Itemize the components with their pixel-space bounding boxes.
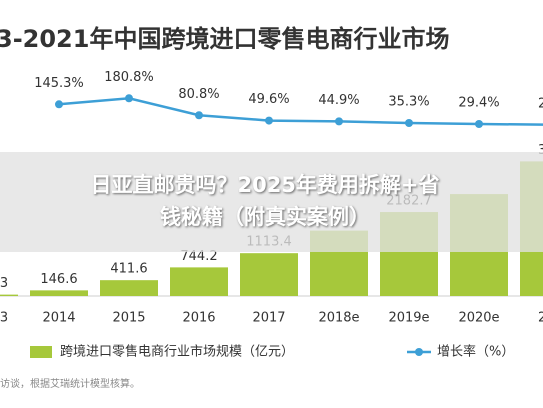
source-note: 访谈，根据艾瑞统计模型核算。 — [0, 377, 140, 390]
line-value-label: 80.8% — [178, 87, 219, 102]
line-value-label: 180.8% — [104, 70, 154, 85]
bar-value-label: 411.6 — [110, 262, 147, 277]
bar — [30, 290, 88, 296]
growth-point — [475, 120, 483, 129]
x-tick-label: 2016 — [182, 311, 215, 326]
line-value-label: 35.3% — [388, 94, 429, 109]
growth-point — [405, 118, 413, 127]
line-value-label: 29.4% — [458, 96, 499, 111]
bar — [170, 267, 228, 296]
bar — [100, 280, 158, 296]
chart-title: 3-2021年中国跨境进口零售电商行业市场 — [0, 25, 449, 53]
line-value-label: 145.3% — [34, 76, 84, 91]
bar — [0, 294, 18, 296]
growth-point — [195, 111, 203, 120]
bar-value-label: 35 — [538, 143, 543, 158]
legend-swatch — [30, 346, 52, 358]
x-tick-label: 2017 — [252, 311, 285, 326]
x-tick-label: 3 — [0, 311, 8, 326]
line-value-label: 44.9% — [318, 93, 359, 108]
x-tick-label: 2 — [538, 311, 543, 326]
line-value-label: 2 — [538, 96, 543, 111]
overlay-text: 日亚直邮贵吗？2025年费用拆解+省 — [90, 173, 439, 197]
overlay-banner — [0, 152, 543, 252]
growth-point — [125, 94, 133, 103]
bar-value-label: 3 — [0, 276, 8, 291]
legend-label: 增长率（%） — [437, 344, 514, 360]
x-tick-label: 2018e — [318, 311, 359, 326]
bar — [240, 253, 298, 296]
growth-point — [265, 116, 273, 125]
x-tick-label: 2015 — [112, 311, 145, 326]
growth-point — [335, 117, 343, 126]
bar-value-label: 744.2 — [180, 249, 217, 264]
x-tick-label: 2014 — [42, 311, 75, 326]
growth-point — [55, 100, 63, 109]
growth-line — [58, 97, 543, 126]
line-value-label: 49.6% — [248, 92, 289, 107]
x-tick-label: 2019e — [388, 311, 429, 326]
overlay-text: 钱秘籍（附真实案例） — [160, 205, 370, 229]
x-tick-label: 2020e — [458, 311, 499, 326]
legend-label: 跨境进口零售电商行业市场规模（亿元） — [60, 344, 294, 360]
bar-value-label: 146.6 — [40, 272, 77, 287]
legend-swatch-dot — [415, 348, 423, 356]
